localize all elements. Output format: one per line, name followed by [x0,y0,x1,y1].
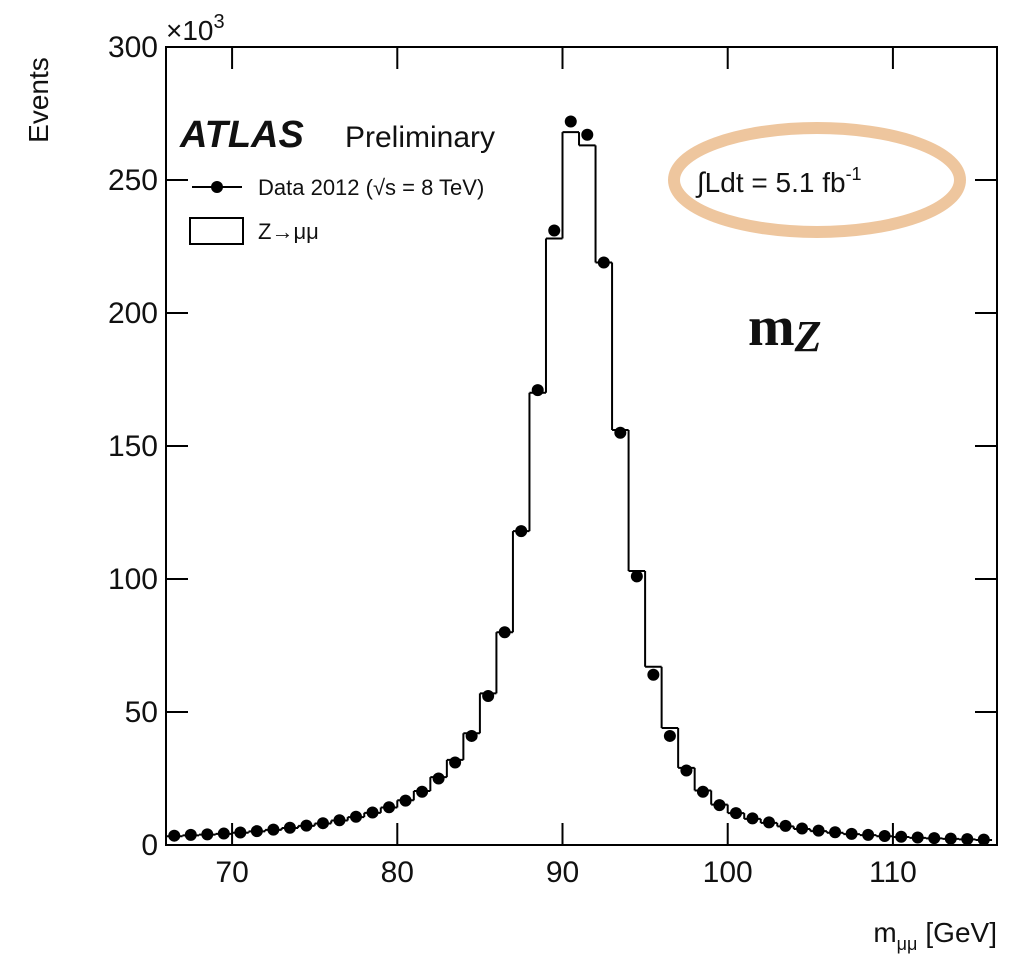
legend-marker [211,181,223,193]
annotation-main: m [748,296,795,358]
x-tick-label: 110 [869,856,917,889]
data-point [432,772,445,785]
plot-frame [165,46,998,846]
y-axis-label: Events [23,57,54,143]
experiment: ATLAS [179,114,304,156]
y-tick-label: 200 [108,297,158,330]
status: Preliminary [345,121,495,154]
data-point [680,764,693,777]
data-point [482,690,495,703]
y-tick-label: 100 [108,563,158,596]
lumi-sup: -1 [846,164,862,184]
x-axis-label: mμμ [GeV] [873,917,997,954]
x-label-unit: [GeV] [925,917,997,948]
data-point [564,115,577,128]
y-tick-label: 150 [108,430,158,463]
data-point [663,729,676,742]
annotation-sub: Z [794,312,822,361]
x-tick-label: 100 [703,856,753,889]
data-point [647,668,660,681]
x-label-sub: μμ [897,934,918,954]
legend-box [189,217,244,245]
lumi-ring [668,122,966,238]
y-tick-label: 300 [108,31,158,64]
mass-annotation: mZ [748,296,822,361]
data-point [630,570,643,583]
y-tick-label: 250 [108,164,158,197]
legend-label: Data 2012 (√s = 8 TeV) [258,175,484,200]
x-tick-label: 90 [546,856,579,889]
data-point [696,785,709,798]
y-scale: ×103 [166,11,225,46]
data-point [548,224,561,237]
data-point [531,384,544,397]
y-scale-base: ×10 [166,15,214,46]
data-point [581,128,594,141]
data-point [449,756,462,769]
lumi-text: ∫Ldt = 5.1 fb [695,167,846,198]
y-scale-exp: 3 [214,11,225,33]
data-point [465,729,478,742]
data-point [614,426,627,439]
lumi: ∫Ldt = 5.1 fb-1 [695,164,862,198]
y-tick-label: 0 [141,829,158,862]
y-tick-label: 50 [125,696,158,729]
x-tick-label: 70 [215,856,248,889]
x-label-main: m [873,917,896,948]
x-tick-label: 80 [381,856,414,889]
legend-label: Z→μμ [258,219,319,244]
